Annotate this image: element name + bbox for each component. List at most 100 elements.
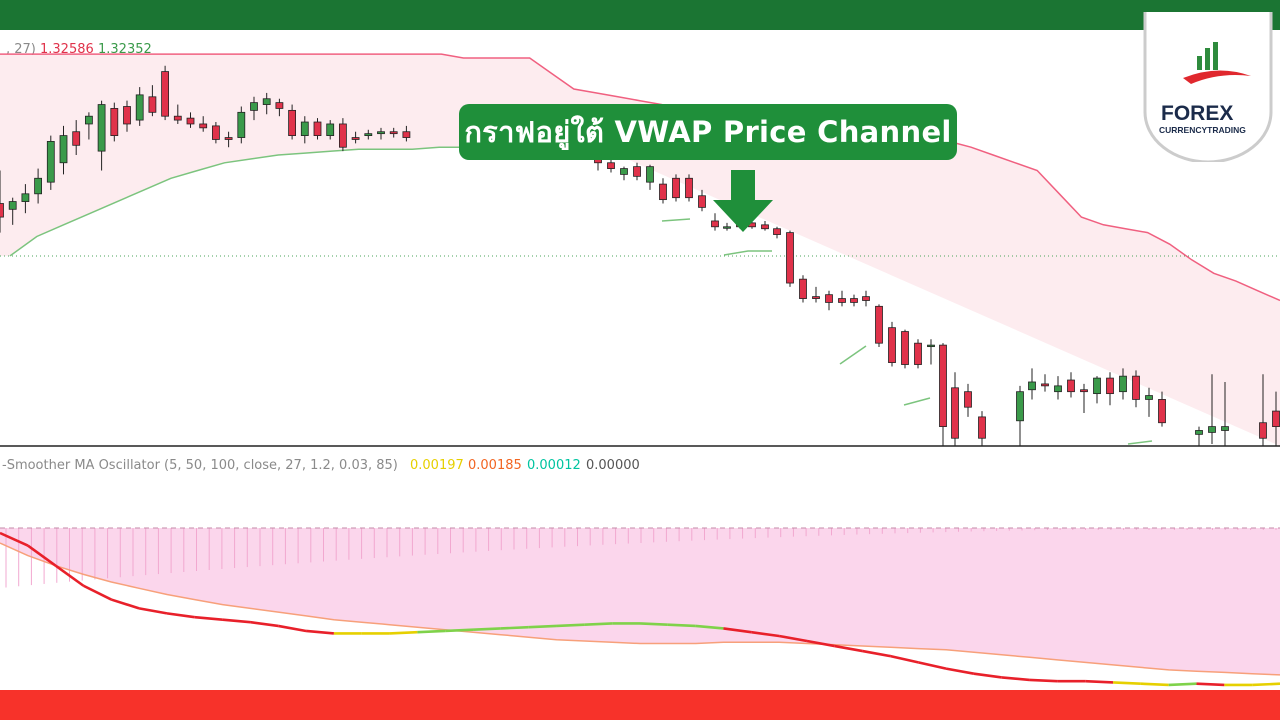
candle-body (300, 121, 309, 136)
oscillator-line-segment (695, 624, 724, 630)
forex-logo: FOREX CURRENCYTRADING (1143, 12, 1273, 164)
candle-body (951, 387, 959, 439)
candle-body (799, 278, 807, 299)
candle-body (338, 123, 347, 148)
candle-body (1272, 410, 1280, 427)
candle-body (672, 177, 680, 199)
candle-body (964, 391, 972, 408)
oscillator-line-segment (1252, 682, 1280, 687)
candle-body (262, 98, 271, 105)
candle-body (389, 131, 398, 135)
oscillator-line-segment (110, 598, 140, 610)
candle-body (110, 108, 119, 137)
oscillator-line-segment (1085, 679, 1114, 684)
candle-body (914, 342, 922, 365)
candle-body (250, 102, 258, 111)
chart-callout: กราฟอยู่ใต้ VWAP Price Channel (459, 104, 957, 160)
candle-body (1080, 389, 1088, 393)
oscillator-line-segment (834, 644, 863, 653)
candle-body (97, 104, 106, 152)
oscillator-line-segment (1140, 682, 1169, 687)
upper-band-line (0, 53, 1280, 302)
oscillator-main-line (0, 531, 1280, 687)
candle-body (364, 133, 373, 137)
oscillator-line-segment (1168, 682, 1197, 687)
oscillator-line-segment (138, 607, 168, 615)
candle-body (351, 137, 360, 140)
candle-body (275, 102, 284, 109)
oscillator-line-segment (500, 625, 529, 630)
osc-legend: -Smoother MA Oscillator (5, 50, 100, clo… (2, 458, 640, 473)
lower-band-segment (839, 345, 867, 365)
oscillator-line-segment (667, 623, 696, 628)
osc-value-1: 0.00197 (410, 458, 464, 473)
oscillator-line-segment (973, 672, 1002, 679)
oscillator-line-segment (82, 584, 112, 601)
candle-body (786, 232, 794, 284)
oscillator-line-segment (778, 634, 808, 643)
osc-legend-title: -Smoother MA Oscillator (5, 50, 100, clo… (2, 458, 398, 473)
oscillator-line-segment (194, 615, 223, 621)
candle-body (659, 183, 667, 201)
candle-body (825, 294, 833, 303)
candle-body (1132, 375, 1140, 400)
candle-body (1145, 395, 1153, 400)
candle-body (607, 162, 615, 169)
oscillator-line-segment (1112, 681, 1141, 686)
channel-fill-group (0, 54, 1280, 446)
candle-body (1067, 379, 1075, 393)
oscillator-line-segment (389, 630, 418, 635)
oscillator-line-segment (945, 667, 975, 675)
candle-body (326, 123, 335, 136)
candle-body (620, 168, 628, 175)
lower-band-value: 1.32352 (98, 42, 152, 57)
candle-body (224, 137, 233, 140)
candle-body (148, 96, 157, 113)
oscillator-line-segment (639, 622, 668, 626)
candle-body (135, 94, 144, 121)
price-legend-prefix: , 27) (6, 42, 36, 57)
candle-body (1119, 375, 1127, 393)
candle-body (34, 177, 42, 195)
oscillator-line-segment (1001, 676, 1030, 682)
candle-body (377, 131, 385, 135)
candle-body (199, 123, 208, 129)
candle-body (685, 177, 693, 199)
candle-body (812, 296, 820, 299)
candle-body (862, 296, 870, 301)
bottom-banner-bar (0, 690, 1280, 720)
oscillator-line-segment (472, 627, 501, 632)
candle-body (773, 228, 781, 235)
osc-value-3: 0.00012 (527, 458, 581, 473)
candle-body (1106, 377, 1114, 395)
candle-body (0, 203, 4, 218)
oscillator-line-segment (278, 624, 307, 633)
candle-body (888, 327, 896, 363)
candle-body (402, 131, 411, 138)
candle-body (123, 106, 131, 125)
candle-body (1208, 426, 1216, 433)
oscillator-line-segment (54, 564, 85, 587)
candle-body (633, 166, 641, 177)
oscillator-line-segment (166, 612, 195, 619)
candle-body (1016, 391, 1024, 422)
candle-body (1054, 385, 1062, 393)
candle-body (927, 344, 935, 348)
candle-body (313, 121, 322, 136)
candle-body (173, 115, 182, 121)
candle-body (646, 166, 654, 183)
candle-body (1195, 430, 1203, 435)
channel-fill (0, 54, 1280, 446)
candles-group (0, 65, 1280, 446)
candle-body (939, 344, 947, 427)
candle-body (875, 305, 883, 344)
oscillator-signal-line (0, 542, 1280, 676)
candle-body (288, 109, 297, 136)
candle-body (1041, 383, 1049, 387)
osc-value-4: 0.00000 (586, 458, 640, 473)
candle-body (21, 193, 30, 202)
oscillator-histogram (5, 528, 1277, 588)
candle-body (723, 226, 731, 229)
oscillator-line-segment (417, 629, 446, 634)
top-banner-bar (0, 0, 1280, 30)
